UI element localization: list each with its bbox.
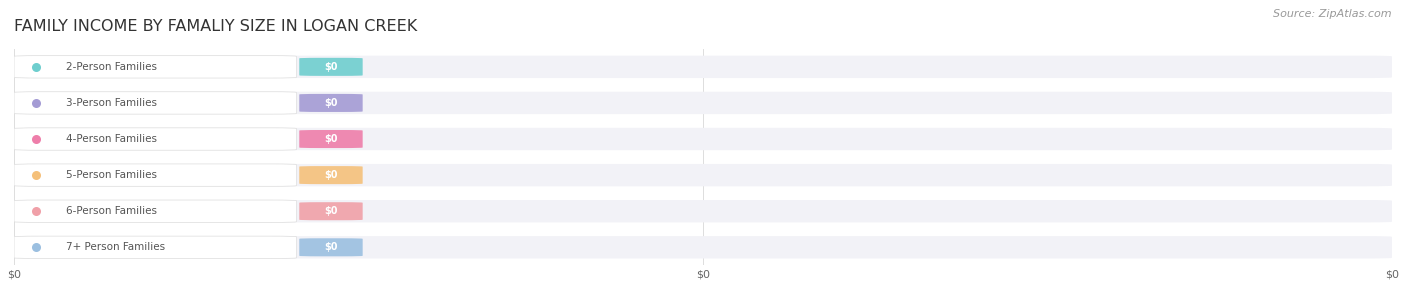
Text: $0: $0	[325, 62, 337, 72]
FancyBboxPatch shape	[14, 56, 1392, 78]
FancyBboxPatch shape	[14, 236, 297, 259]
FancyBboxPatch shape	[14, 128, 1392, 150]
FancyBboxPatch shape	[14, 92, 1392, 114]
FancyBboxPatch shape	[14, 56, 297, 78]
FancyBboxPatch shape	[14, 92, 297, 114]
FancyBboxPatch shape	[14, 200, 1392, 222]
FancyBboxPatch shape	[299, 166, 363, 184]
Text: 5-Person Families: 5-Person Families	[66, 170, 157, 180]
FancyBboxPatch shape	[299, 58, 363, 76]
FancyBboxPatch shape	[299, 94, 363, 112]
Text: 6-Person Families: 6-Person Families	[66, 206, 157, 216]
Text: FAMILY INCOME BY FAMALIY SIZE IN LOGAN CREEK: FAMILY INCOME BY FAMALIY SIZE IN LOGAN C…	[14, 19, 418, 34]
FancyBboxPatch shape	[299, 238, 363, 256]
Text: 3-Person Families: 3-Person Families	[66, 98, 157, 108]
FancyBboxPatch shape	[14, 200, 297, 222]
Text: 7+ Person Families: 7+ Person Families	[66, 242, 166, 252]
Text: 2-Person Families: 2-Person Families	[66, 62, 157, 72]
Text: $0: $0	[325, 206, 337, 216]
Text: Source: ZipAtlas.com: Source: ZipAtlas.com	[1274, 9, 1392, 19]
Text: $0: $0	[325, 170, 337, 180]
FancyBboxPatch shape	[14, 128, 297, 150]
Text: 4-Person Families: 4-Person Families	[66, 134, 157, 144]
Text: $0: $0	[325, 134, 337, 144]
FancyBboxPatch shape	[299, 202, 363, 220]
FancyBboxPatch shape	[14, 164, 297, 186]
FancyBboxPatch shape	[14, 236, 1392, 259]
Text: $0: $0	[325, 98, 337, 108]
Text: $0: $0	[325, 242, 337, 252]
FancyBboxPatch shape	[14, 164, 1392, 186]
FancyBboxPatch shape	[299, 130, 363, 148]
